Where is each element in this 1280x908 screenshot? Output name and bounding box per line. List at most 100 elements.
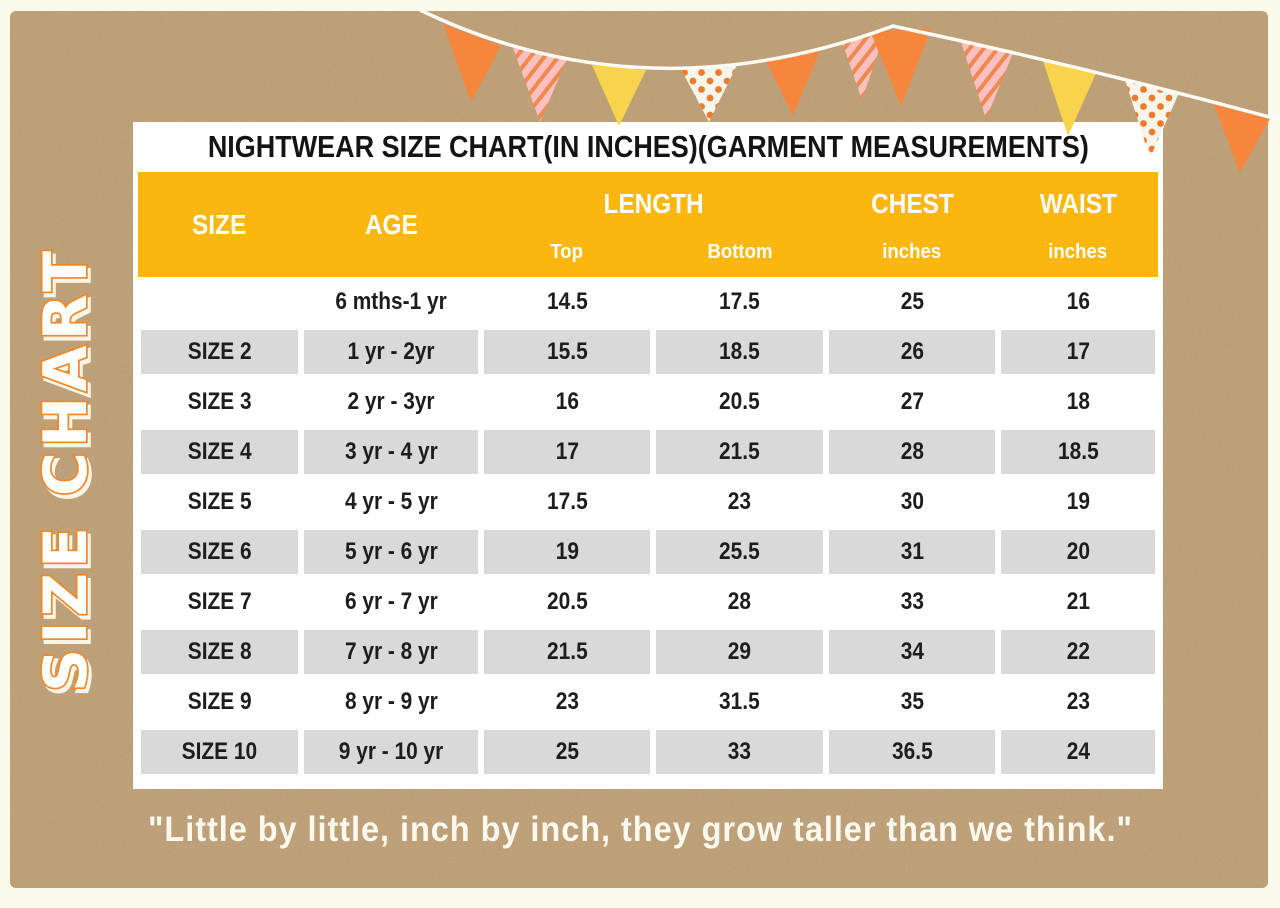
cell-length-bottom: 33 [653, 727, 827, 777]
cell-age: 1 yr - 2yr [301, 327, 481, 377]
cell-age: 4 yr - 5 yr [301, 477, 481, 527]
pennant-flag-stripes [842, 29, 886, 100]
cell-length-top: 17.5 [480, 477, 654, 527]
cell-length-bottom: 25.5 [653, 527, 827, 577]
pennant-flag-orange [1213, 102, 1271, 173]
cell-length-top: 15.5 [480, 327, 654, 377]
cell-size: SIZE 10 [138, 727, 302, 777]
table-title: NIGHTWEAR SIZE CHART(IN INCHES)(GARMENT … [207, 129, 1089, 164]
cell-chest: 28 [826, 427, 998, 477]
cell-age: 2 yr - 3yr [301, 377, 481, 427]
header-waist: WAIST [1039, 187, 1117, 219]
cell-length-top: 20.5 [480, 577, 654, 627]
header-length-top: Top [550, 240, 584, 263]
cell-size [138, 277, 302, 327]
cell-size: SIZE 6 [138, 527, 302, 577]
cell-chest: 25 [826, 277, 998, 327]
cell-length-top: 19 [480, 527, 654, 577]
table-row: SIZE 10 9 yr - 10 yr 25 33 36.5 24 [138, 727, 1158, 777]
bunting-banner [419, 8, 1280, 173]
cell-age: 6 yr - 7 yr [301, 577, 481, 627]
cell-size: SIZE 7 [138, 577, 302, 627]
pennant-flag-stripes [513, 48, 567, 122]
pennant-flag-dots [681, 65, 737, 122]
cell-age: 8 yr - 9 yr [301, 677, 481, 727]
side-banner-text: SIZE CHART [31, 246, 101, 692]
cell-waist: 24 [997, 727, 1158, 777]
side-banner: SIZE CHART [29, 244, 103, 694]
quote-text: "Little by little, inch by inch, they gr… [147, 810, 1133, 849]
cell-chest: 31 [826, 527, 998, 577]
header-length-bottom: Bottom [707, 240, 773, 263]
cell-size: SIZE 2 [138, 327, 302, 377]
pennant-flag-orange [766, 50, 820, 116]
cell-age: 7 yr - 8 yr [301, 627, 481, 677]
cell-size: SIZE 4 [138, 427, 302, 477]
cell-length-top: 14.5 [480, 277, 654, 327]
cell-length-bottom: 31.5 [653, 677, 827, 727]
cell-length-top: 17 [480, 427, 654, 477]
cell-age: 9 yr - 10 yr [301, 727, 481, 777]
table-header: SIZE AGE LENGTH Top Bottom CHEST inches … [138, 172, 1158, 277]
cell-waist: 18 [997, 377, 1158, 427]
cell-length-bottom: 20.5 [653, 377, 827, 427]
cell-waist: 20 [997, 527, 1158, 577]
pennant-flag-yellow [592, 65, 646, 126]
cell-waist: 23 [997, 677, 1158, 727]
cell-length-bottom: 29 [653, 627, 827, 677]
cell-chest: 30 [826, 477, 998, 527]
cell-age: 6 mths-1 yr [301, 277, 481, 327]
cell-waist: 19 [997, 477, 1158, 527]
table-row: 6 mths-1 yr 14.5 17.5 25 16 [138, 277, 1158, 327]
cell-length-top: 16 [480, 377, 654, 427]
cell-chest: 36.5 [826, 727, 998, 777]
pennant-flag-orange [443, 24, 501, 102]
cell-length-bottom: 23 [653, 477, 827, 527]
cell-age: 5 yr - 6 yr [301, 527, 481, 577]
cell-size: SIZE 9 [138, 677, 302, 727]
cell-length-top: 25 [480, 727, 654, 777]
cell-size: SIZE 3 [138, 377, 302, 427]
cell-waist: 16 [997, 277, 1158, 327]
cell-length-bottom: 18.5 [653, 327, 827, 377]
cell-size: SIZE 5 [138, 477, 302, 527]
cell-chest: 35 [826, 677, 998, 727]
cell-chest: 26 [826, 327, 998, 377]
cell-chest: 27 [826, 377, 998, 427]
cell-size: SIZE 8 [138, 627, 302, 677]
cell-length-bottom: 17.5 [653, 277, 827, 327]
header-age: AGE [364, 208, 418, 240]
cell-waist: 18.5 [997, 427, 1158, 477]
bunting-string [419, 8, 1280, 122]
header-chest-unit: inches [882, 240, 942, 263]
header-size: SIZE [192, 208, 247, 240]
cell-length-bottom: 28 [653, 577, 827, 627]
pennant-flag-dots [1125, 80, 1179, 158]
cell-age: 3 yr - 4 yr [301, 427, 481, 477]
pennant-flag-orange [870, 29, 931, 106]
cell-chest: 33 [826, 577, 998, 627]
cell-length-top: 23 [480, 677, 654, 727]
cell-waist: 17 [997, 327, 1158, 377]
header-length: LENGTH [603, 187, 704, 219]
pennant-flag-yellow [1042, 58, 1097, 136]
pennant-flag-stripes [961, 42, 1013, 119]
cell-waist: 21 [997, 577, 1158, 627]
cell-chest: 34 [826, 627, 998, 677]
header-chest: CHEST [870, 187, 954, 219]
cell-length-bottom: 21.5 [653, 427, 827, 477]
cell-waist: 22 [997, 627, 1158, 677]
header-waist-unit: inches [1048, 240, 1108, 263]
size-chart-card: NIGHTWEAR SIZE CHART(IN INCHES)(GARMENT … [133, 122, 1163, 789]
cell-length-top: 21.5 [480, 627, 654, 677]
